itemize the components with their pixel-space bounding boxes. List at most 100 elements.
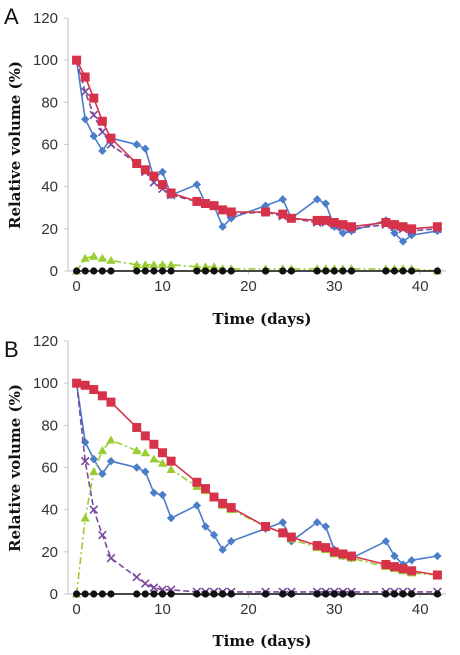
panel-a-data-point-circle [133, 267, 141, 275]
panel-a-data-point-square [407, 224, 417, 234]
panel-a-data-point-diamond [338, 228, 348, 238]
panel-a-y-axis-title: Relative volume (%) [6, 61, 24, 229]
panel-b-data-point-circle [133, 590, 141, 598]
panel-b-data-point-circle [72, 590, 81, 598]
panel-b-x-axis-title: Time (days) [212, 632, 311, 650]
panel-b-data-point-square [140, 431, 150, 441]
panel-b-data-point-square [338, 549, 348, 559]
panel-b-data-point-diamond [433, 551, 442, 561]
panel-b-data-point-circle [210, 590, 218, 598]
panel-b-data-point-triangle [89, 467, 99, 476]
panel-b-data-point-diamond [381, 537, 391, 546]
panel-b-data-point-circle [90, 590, 98, 598]
panel-b-series-diamond [72, 378, 442, 569]
panel-b-data-point-circle [98, 590, 106, 598]
panel-b-data-point-square [261, 522, 271, 532]
panel-a-data-point-diamond [98, 146, 107, 156]
panel-a-data-point-triangle [106, 255, 116, 264]
panel-b-series-line [75, 439, 438, 595]
panel-a-x-tick-label: 0 [72, 278, 80, 295]
panel-a-data-point-diamond [321, 199, 330, 208]
panel-b-data-point-circle [167, 590, 175, 598]
panel-a-data-point-diamond [141, 144, 150, 153]
panel-a-series-line [75, 59, 438, 232]
panel-a-y-tick-label: 100 [33, 52, 58, 69]
panel-b-data-point-x [149, 583, 159, 593]
panel-a-y-tick-label: 0 [50, 263, 58, 280]
panel-b-data-point-x [132, 572, 142, 582]
panel-a-data-point-circle [330, 267, 338, 275]
panel-b-data-point-circle [150, 590, 158, 598]
panel-b-y-tick-label: 60 [41, 460, 58, 477]
panel-a-y-tick-label: 60 [41, 137, 58, 154]
panel-b-x-tick-label: 10 [154, 601, 171, 618]
panel-a-data-point-triangle [166, 260, 176, 269]
panel-a: A Relative volume (%) Time (days) 0 20 40 6… [4, 4, 446, 328]
panel-a-data-point-square [158, 180, 167, 190]
panel-b-data-point-square [321, 543, 331, 553]
panel-b-data-point-circle [339, 590, 347, 598]
panel-b-data-point-circle [279, 590, 287, 598]
panel-b-data-point-diamond [166, 513, 176, 523]
panel-a-data-point-circle [167, 267, 175, 275]
panel-a-data-point-square [140, 165, 150, 175]
panel-a-data-point-circle [347, 267, 356, 275]
panel-b-data-point-circle [347, 590, 356, 598]
panel-a-data-point-square [209, 201, 219, 211]
panel-a-data-point-circle [141, 267, 149, 275]
panel-b-data-point-diamond [227, 537, 236, 546]
panel-b-series-line [75, 383, 438, 593]
panel-b-data-point-triangle [132, 446, 142, 455]
panel-b-data-point-diamond [132, 463, 141, 472]
panel-a-data-point-square [432, 222, 442, 232]
panel-b-data-point-x [80, 456, 90, 466]
panel-b-data-point-circle [330, 590, 338, 598]
panel-a-data-point-circle [390, 267, 399, 275]
panel-b-data-point-square [407, 566, 417, 576]
panel-b-y-tick-label: 80 [41, 417, 58, 434]
panel-b-y-tick-label: 100 [33, 375, 58, 392]
panel-a-data-point-triangle [132, 260, 142, 269]
panel-b-data-point-square [72, 378, 82, 388]
panel-b-y-tick-label: 40 [41, 502, 58, 519]
panel-b-data-point-square [278, 528, 288, 538]
panel-a-series-line [75, 59, 438, 230]
panel-a-data-point-diamond [278, 195, 287, 204]
panel-b-data-point-square [106, 397, 116, 407]
panel-b-data-point-circle [287, 590, 295, 598]
panel-a-data-point-triangle [80, 253, 90, 262]
panel-a-data-point-circle [219, 267, 227, 275]
panel-b-data-point-circle [201, 590, 210, 598]
panel-b-data-point-square [226, 503, 236, 513]
panel-a-x-tick-label: 10 [154, 278, 171, 295]
panel-b-data-point-triangle [157, 458, 168, 467]
panel-b-data-point-diamond [149, 488, 159, 497]
panel-a-data-point-circle [98, 267, 106, 275]
panel-a-data-point-square [218, 205, 228, 215]
panel-b-data-point-square [192, 477, 202, 487]
panel-b-x-tick-label: 40 [412, 601, 429, 618]
panel-a-data-point-circle [158, 267, 167, 275]
panel-a-data-point-square [132, 158, 142, 168]
panel-a-data-point-square [106, 133, 116, 143]
panel-a-data-point-triangle [149, 260, 159, 269]
panel-b-series-triangle [71, 435, 443, 598]
panel-a-data-point-diamond [261, 201, 270, 210]
panel-b-data-point-circle [382, 590, 390, 598]
panel-b-data-point-diamond [407, 556, 416, 565]
panel-b-data-point-diamond [321, 522, 330, 531]
panel-b-data-point-x [97, 530, 107, 540]
panel-a-data-point-square [321, 215, 331, 225]
panel-b-data-point-diamond [278, 518, 287, 527]
panel-b-data-point-diamond [98, 469, 107, 479]
panel-b-data-point-square [97, 391, 107, 401]
panel-a-label: A [4, 4, 19, 29]
panel-b-data-point-diamond [201, 522, 210, 531]
panel-b-data-point-circle [399, 590, 407, 598]
panel-b-data-point-square [286, 532, 296, 542]
panel-b-data-point-square [200, 484, 210, 494]
panel-a-data-point-circle [261, 267, 270, 275]
panel-b-data-point-square [389, 562, 399, 572]
panel-a-data-point-circle [210, 267, 218, 275]
